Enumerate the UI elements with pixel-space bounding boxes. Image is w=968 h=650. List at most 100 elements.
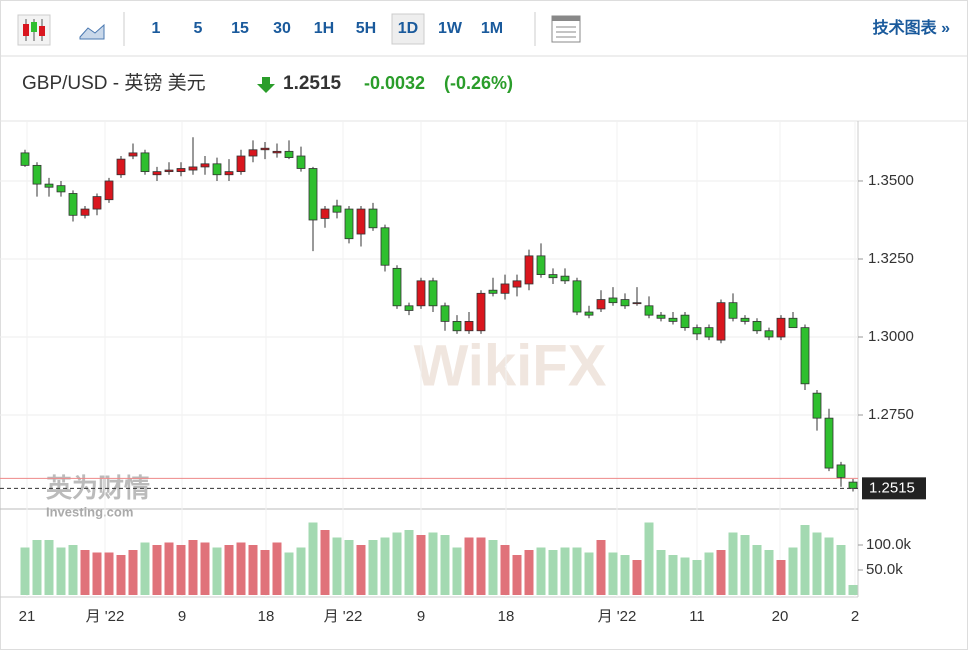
y-tick-label: 1.3250 <box>868 250 914 267</box>
candle-body <box>260 147 270 151</box>
volume-bar <box>164 542 174 595</box>
volume-bar <box>44 540 54 595</box>
volume-bar <box>800 525 810 595</box>
candle-body <box>164 169 174 173</box>
candle-body <box>800 327 810 385</box>
candle-body <box>212 163 222 176</box>
last-price: 1.2515 <box>283 73 342 94</box>
line-icon[interactable] <box>79 23 105 40</box>
candle-body <box>272 150 282 154</box>
volume-bar <box>260 550 270 595</box>
volume-bar <box>716 550 726 595</box>
candle-body <box>428 280 438 307</box>
volume-bar <box>20 547 30 595</box>
candle-body <box>596 299 606 310</box>
candle-body <box>176 168 186 173</box>
volume-bar <box>380 537 390 595</box>
candle-body <box>32 164 42 185</box>
volume-bar <box>344 540 354 595</box>
volume-bar <box>740 535 750 595</box>
candle-body <box>440 305 450 322</box>
volume-bar <box>140 542 150 595</box>
volume-bar <box>440 535 450 595</box>
volume-bar <box>764 550 774 595</box>
volume-bar <box>512 555 522 595</box>
candle-icon[interactable] <box>17 14 51 46</box>
volume-bar <box>572 547 582 595</box>
candle-body <box>296 155 306 169</box>
candle-body <box>56 185 66 193</box>
volume-bar <box>200 542 210 595</box>
table-icon[interactable] <box>551 15 581 43</box>
candle-body <box>332 205 342 213</box>
volume-bar <box>188 540 198 595</box>
candle-body <box>680 314 690 329</box>
candle-body <box>68 193 78 216</box>
technical-chart-link[interactable]: 技术图表 » <box>873 18 950 37</box>
candle-body <box>788 317 798 329</box>
volume-bar <box>644 522 654 595</box>
volume-bar <box>836 545 846 595</box>
candle-body <box>548 274 558 279</box>
volume-bar <box>620 555 630 595</box>
interval-button[interactable]: 5 <box>194 20 203 37</box>
candle-body <box>404 305 414 311</box>
interval-button[interactable]: 1H <box>314 20 334 37</box>
x-tick-label: 月 '22 <box>598 608 637 625</box>
volume-bar <box>68 545 78 595</box>
interval-button[interactable]: 1 <box>152 20 161 37</box>
candle-body <box>824 417 834 469</box>
candle-body <box>572 280 582 313</box>
volume-bar <box>212 547 222 595</box>
candle-body <box>224 171 234 176</box>
volume-bar <box>248 545 258 595</box>
candle-body <box>380 227 390 266</box>
candle-body <box>392 267 402 307</box>
volume-bar <box>788 547 798 595</box>
candle-body <box>308 168 318 221</box>
interval-button[interactable]: 5H <box>356 20 376 37</box>
candle-body <box>188 166 198 171</box>
candle-body <box>488 289 498 294</box>
interval-button[interactable]: 1D <box>398 20 418 37</box>
volume-bar <box>80 550 90 595</box>
candle-body <box>536 255 546 275</box>
interval-button[interactable]: 1W <box>438 20 463 37</box>
candle-body <box>692 327 702 335</box>
volume-bar <box>536 547 546 595</box>
volume-bar <box>128 550 138 595</box>
volume-bar <box>356 545 366 595</box>
x-tick-label: 9 <box>178 608 186 625</box>
candle-body <box>584 311 594 316</box>
x-tick-label: 月 '22 <box>324 608 363 625</box>
interval-button[interactable]: 1M <box>481 20 503 37</box>
candle-body <box>284 150 294 158</box>
volume-bar <box>452 547 462 595</box>
volume-tick-label: 50.0k <box>866 561 903 578</box>
volume-bar <box>560 547 570 595</box>
candle-body <box>128 152 138 157</box>
last-price-box <box>862 477 926 500</box>
candle-body <box>140 152 150 173</box>
volume-bar <box>812 532 822 595</box>
volume-bar <box>32 540 42 595</box>
candle-body <box>740 317 750 322</box>
volume-bar <box>428 532 438 595</box>
candle-body <box>104 180 114 201</box>
candle-body <box>320 208 330 219</box>
candle-body <box>152 171 162 176</box>
candle-body <box>716 302 726 341</box>
x-tick-label: 11 <box>689 608 705 625</box>
candle-body <box>416 280 426 307</box>
candle-body <box>752 320 762 332</box>
candle-body <box>836 464 846 478</box>
volume-bar <box>176 545 186 595</box>
interval-button[interactable]: 30 <box>273 20 291 37</box>
volume-bar <box>656 550 666 595</box>
candle-body <box>512 280 522 288</box>
candle-body <box>80 208 90 216</box>
last-price-label: 1.2515 <box>869 479 915 496</box>
interval-button[interactable]: 15 <box>231 20 249 37</box>
candle-body <box>764 330 774 338</box>
candle-body <box>656 314 666 319</box>
